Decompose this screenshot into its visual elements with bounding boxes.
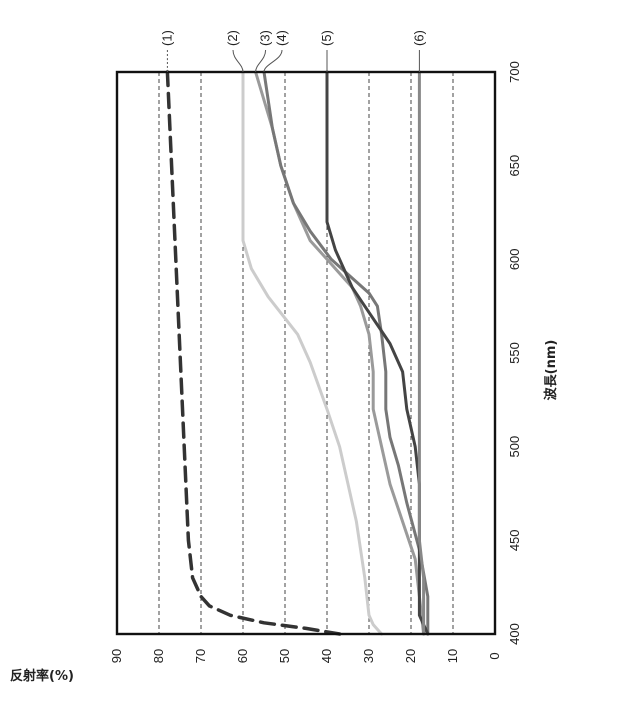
series-line-3 xyxy=(256,72,424,634)
x-tick-label-500: 500 xyxy=(507,436,522,458)
y-tick-label-40: 40 xyxy=(319,649,334,663)
x-tick-label-550: 550 xyxy=(507,342,522,364)
series-layer xyxy=(167,72,427,634)
x-tick-label-450: 450 xyxy=(507,529,522,551)
series-label-2: (2) xyxy=(225,30,240,46)
y-tick-label-0: 0 xyxy=(487,652,502,659)
series-line-6 xyxy=(419,72,423,634)
series-label-3: (3) xyxy=(258,30,273,46)
series-leader-4 xyxy=(264,50,282,72)
y-tick-label-60: 60 xyxy=(235,649,250,663)
series-leader-2 xyxy=(233,50,243,72)
x-axis-title: 波長(nm) xyxy=(543,340,559,401)
x-tick-label-650: 650 xyxy=(507,155,522,177)
series-label-5: (5) xyxy=(319,30,334,46)
x-tick-label-600: 600 xyxy=(507,248,522,270)
x-tick-label-700: 700 xyxy=(507,61,522,83)
series-line-2 xyxy=(243,72,382,634)
series-label-6: (6) xyxy=(411,30,426,46)
x-tick-label-400: 400 xyxy=(507,623,522,645)
series-label-layer: (1) (2) (3)(4) (5) (6) xyxy=(159,30,426,72)
y-axis-title: 反射率(%) xyxy=(10,668,74,684)
series-label-4: (4) xyxy=(274,30,289,46)
y-tick-label-70: 70 xyxy=(193,649,208,663)
y-tick-label-10: 10 xyxy=(445,649,460,663)
series-line-4 xyxy=(264,72,428,634)
y-tick-label-50: 50 xyxy=(277,649,292,663)
y-tick-label-30: 30 xyxy=(361,649,376,663)
y-tick-label-90: 90 xyxy=(109,649,124,663)
y-tick-label-20: 20 xyxy=(403,649,418,663)
series-leader-3 xyxy=(256,50,266,72)
series-label-1: (1) xyxy=(159,30,174,46)
series-line-1 xyxy=(167,72,339,634)
y-tick-label-80: 80 xyxy=(151,649,166,663)
